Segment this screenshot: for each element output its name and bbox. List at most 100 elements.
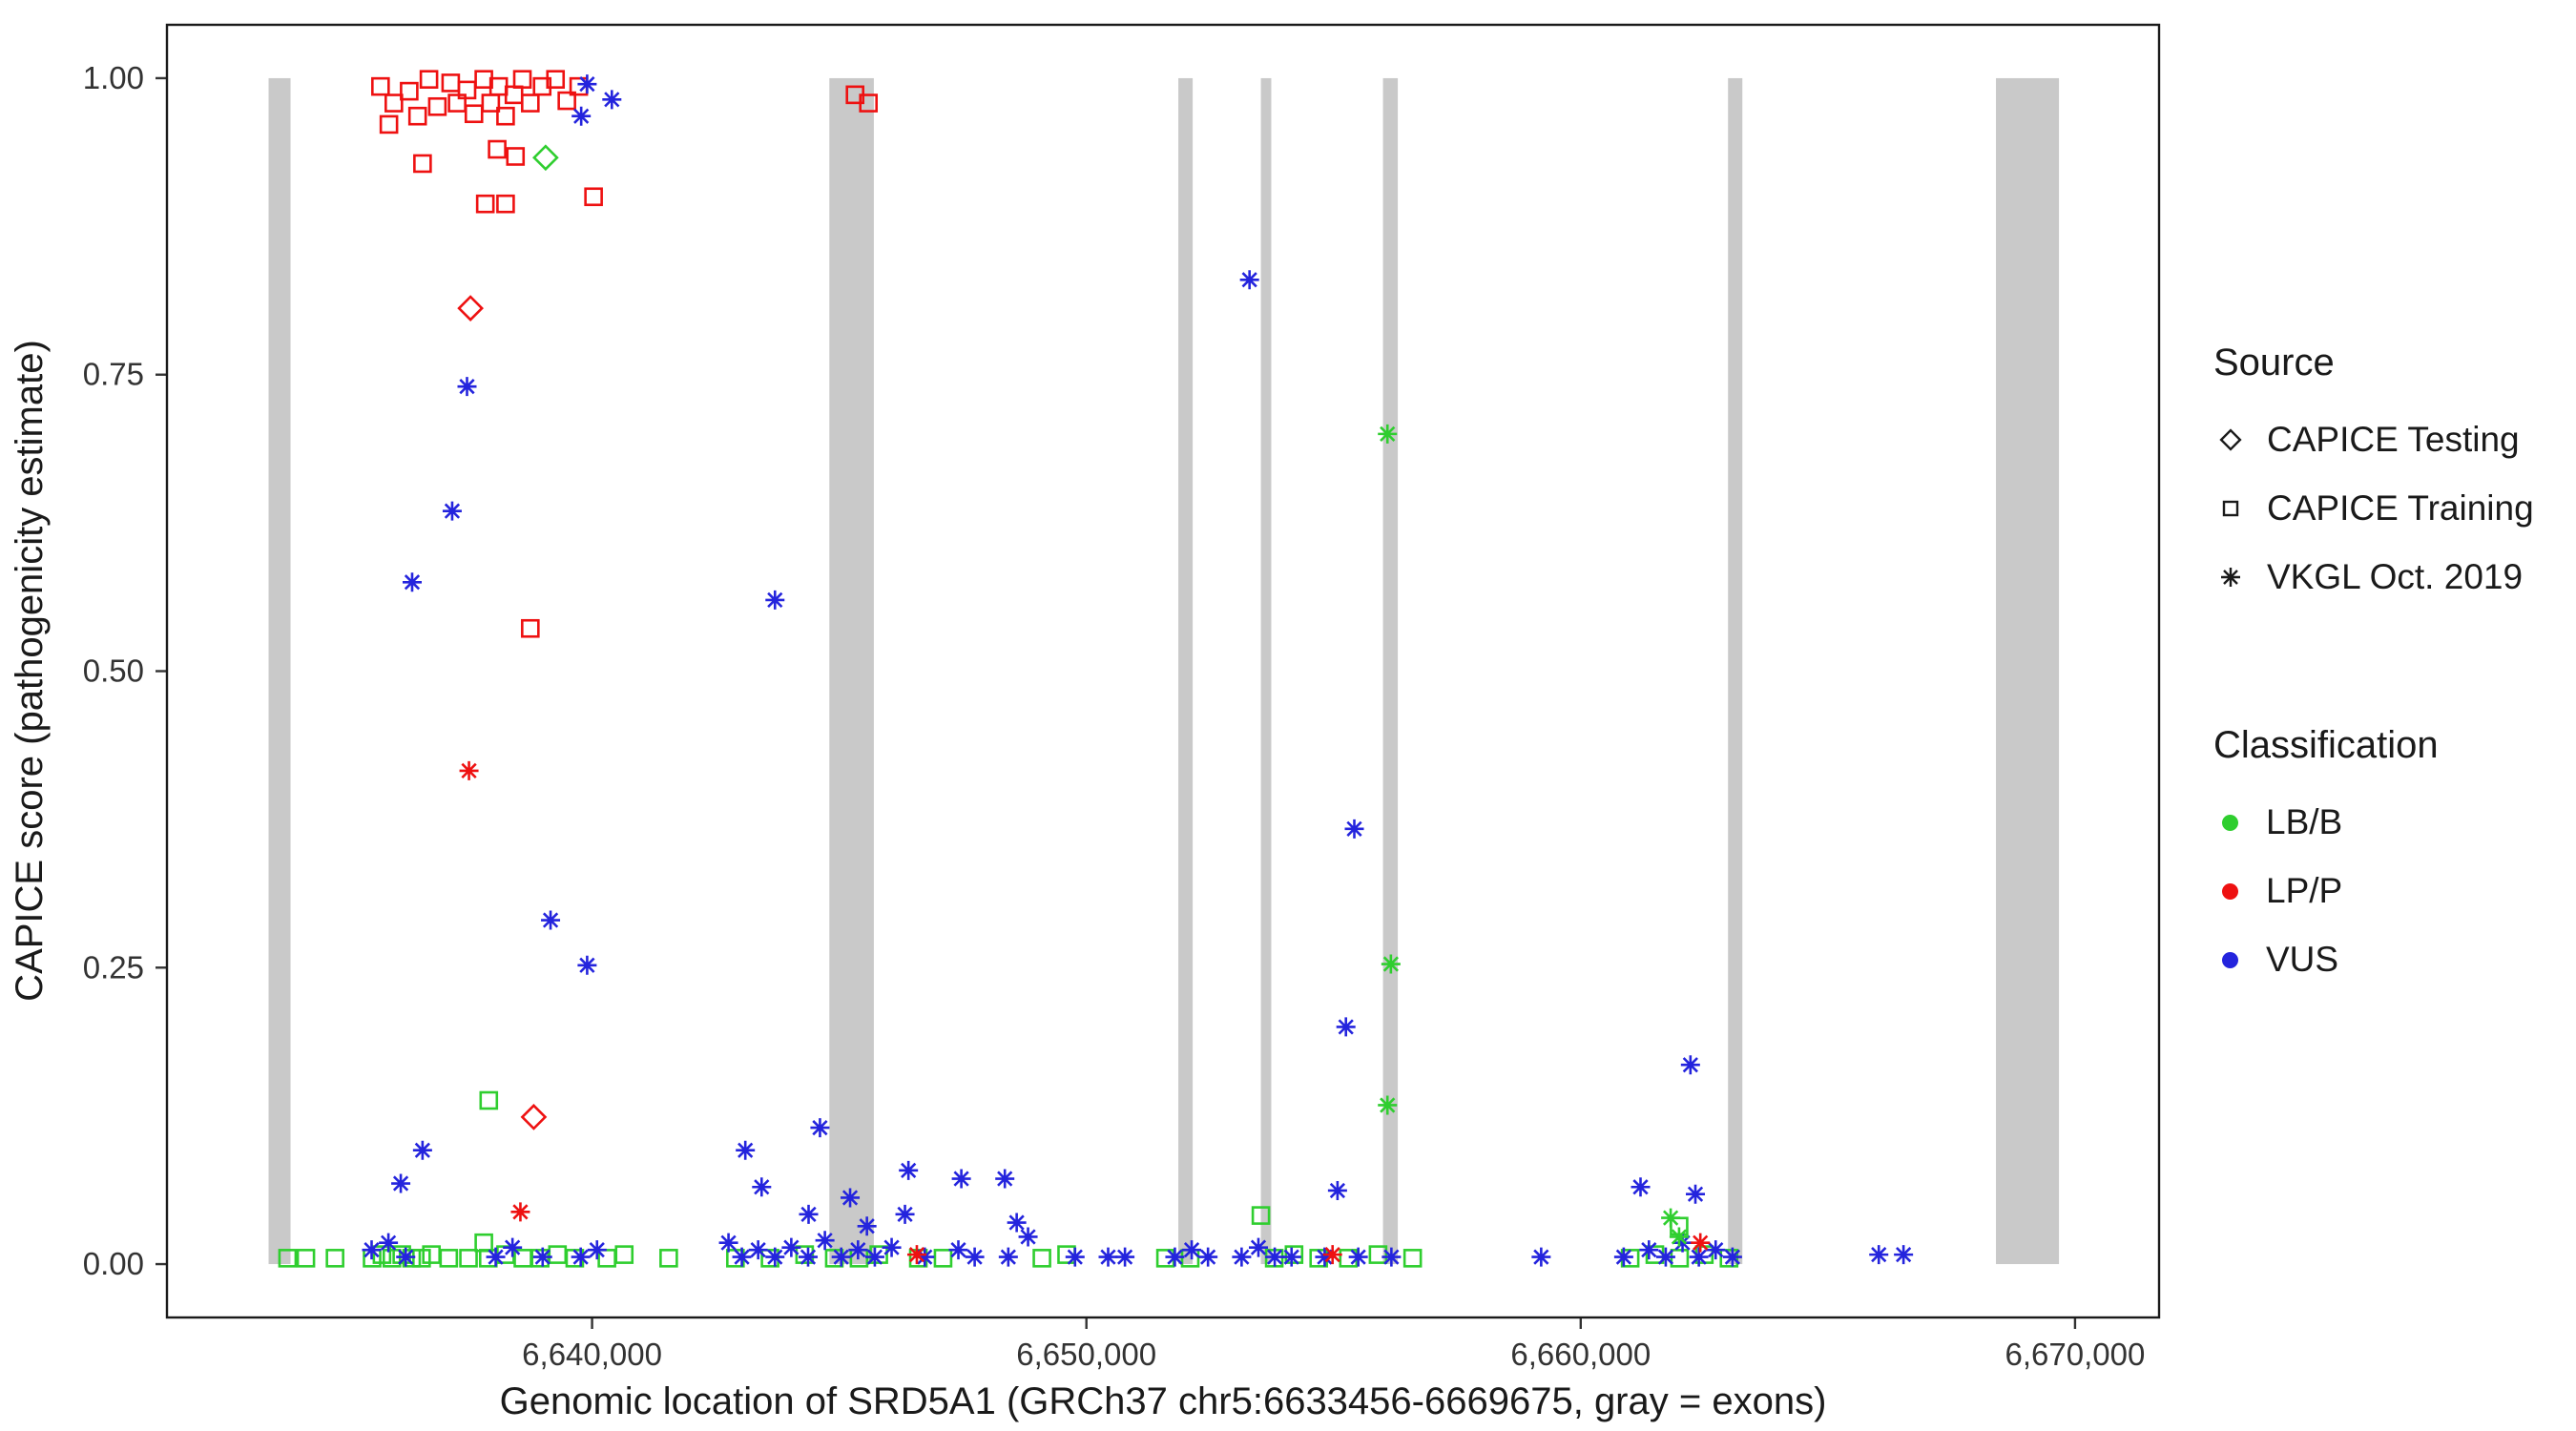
data-point	[457, 80, 477, 100]
data-point	[1722, 1247, 1742, 1267]
y-tick-label: 1.00	[83, 60, 144, 95]
data-point	[1368, 1245, 1388, 1264]
legend-label: VKGL Oct. 2019	[2267, 557, 2524, 596]
data-point	[1065, 1247, 1085, 1267]
data-point	[1348, 1247, 1368, 1267]
data-point	[457, 295, 484, 321]
data-point	[998, 1247, 1018, 1267]
data-point	[457, 377, 477, 397]
data-point	[736, 1140, 756, 1160]
data-point	[400, 81, 419, 101]
data-point	[1007, 1213, 1027, 1233]
data-point	[659, 1249, 678, 1268]
data-point	[379, 1233, 399, 1253]
data-point	[857, 1216, 877, 1236]
data-point	[748, 1240, 768, 1260]
x-tick-label: 6,670,000	[2005, 1337, 2146, 1372]
data-point	[882, 1237, 902, 1257]
data-point	[795, 1245, 815, 1264]
data-point	[296, 1249, 316, 1268]
data-point	[479, 1090, 499, 1110]
data-point	[1531, 1247, 1551, 1267]
data-point	[571, 1247, 591, 1267]
data-point	[765, 590, 785, 610]
data-point	[413, 154, 432, 174]
data-point	[899, 1160, 919, 1180]
data-point	[1336, 1017, 1356, 1037]
data-point	[1115, 1247, 1135, 1267]
legend-classification-title: Classification	[2213, 724, 2439, 766]
data-point	[1344, 819, 1364, 839]
data-point	[810, 1118, 830, 1138]
data-point	[965, 1247, 985, 1267]
data-point	[831, 1247, 851, 1267]
data-point	[1655, 1247, 1675, 1267]
exon-bar	[829, 77, 874, 1265]
data-point	[503, 1237, 523, 1257]
data-point	[1691, 1233, 1711, 1253]
data-point	[915, 1247, 935, 1267]
data-point	[372, 1245, 392, 1264]
data-point	[474, 1233, 493, 1253]
data-point	[1639, 1240, 1659, 1260]
legend-item-vkgl: VKGL Oct. 2019	[2213, 543, 2534, 612]
data-point	[577, 74, 597, 94]
data-point	[506, 147, 526, 166]
data-point	[521, 93, 540, 113]
data-point	[557, 91, 576, 111]
data-point	[584, 187, 603, 207]
data-point	[1315, 1247, 1335, 1267]
legend-label: CAPICE Training	[2267, 488, 2534, 528]
data-point	[859, 93, 879, 113]
data-point	[1680, 1055, 1700, 1075]
data-point	[447, 93, 467, 113]
data-point	[752, 1177, 772, 1197]
y-tick-label: 0.50	[83, 653, 144, 689]
data-point	[532, 144, 559, 172]
square-icon	[2222, 500, 2239, 517]
data-point	[1182, 1240, 1202, 1260]
y-axis-title: CAPICE score (pathogenicity estimate)	[9, 340, 51, 1002]
data-point	[419, 70, 439, 89]
data-point	[362, 1240, 382, 1260]
data-point	[1018, 1227, 1038, 1247]
data-point	[464, 104, 484, 124]
data-point	[1381, 1247, 1402, 1267]
data-point	[1378, 424, 1398, 444]
x-tick-label: 6,650,000	[1016, 1337, 1156, 1372]
data-point	[841, 1188, 861, 1208]
data-point	[441, 73, 461, 93]
data-point	[995, 1169, 1015, 1189]
legend-item-capice-training: CAPICE Training	[2213, 474, 2534, 543]
data-point	[396, 1247, 416, 1267]
legend-item-capice-testing: CAPICE Testing	[2213, 405, 2534, 474]
data-point	[512, 70, 532, 89]
data-point	[1706, 1240, 1726, 1260]
data-point	[504, 85, 524, 105]
data-point	[906, 1245, 926, 1265]
data-point	[1284, 1245, 1304, 1264]
lbb-color-swatch	[2222, 814, 2238, 831]
data-point	[402, 572, 422, 592]
data-point	[379, 114, 399, 135]
data-point	[278, 1249, 298, 1268]
data-point	[1249, 1237, 1268, 1257]
data-point	[571, 106, 592, 126]
data-point	[325, 1249, 344, 1268]
data-point	[1894, 1245, 1914, 1265]
exon-bar	[1382, 77, 1399, 1265]
data-point	[948, 1240, 968, 1260]
data-point	[951, 1169, 971, 1189]
data-point	[1265, 1247, 1285, 1267]
data-point	[732, 1247, 752, 1267]
data-point	[496, 106, 515, 126]
data-point	[1378, 1095, 1398, 1115]
x-tick-label: 6,640,000	[522, 1337, 662, 1372]
data-point	[412, 1140, 432, 1160]
data-point	[407, 106, 427, 126]
data-point	[1251, 1206, 1271, 1225]
data-point	[1631, 1177, 1651, 1197]
legend: Source CAPICE Testing CAPICE Training VK…	[2213, 342, 2534, 994]
data-point	[496, 194, 515, 214]
